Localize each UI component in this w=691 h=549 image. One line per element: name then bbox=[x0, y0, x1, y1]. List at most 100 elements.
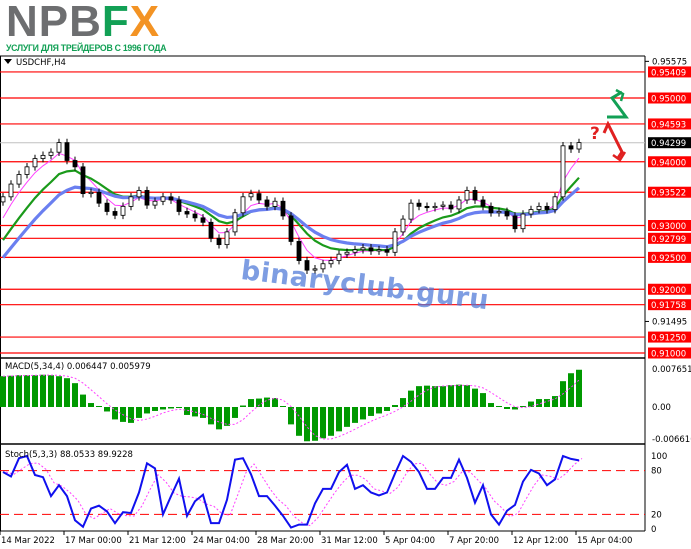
level-label: 0.93522 bbox=[651, 189, 686, 199]
candle-body bbox=[328, 260, 334, 265]
macd-histogram-bar bbox=[424, 385, 430, 407]
candle-body bbox=[136, 190, 142, 198]
macd-histogram-bar bbox=[112, 407, 118, 420]
time-tick-label: 21 Mar 12:00 bbox=[129, 536, 186, 546]
macd-histogram-bar bbox=[280, 406, 286, 408]
macd-histogram-bar bbox=[32, 375, 38, 407]
macd-histogram-bar bbox=[56, 376, 62, 407]
macd-histogram-bar bbox=[288, 407, 294, 425]
macd-histogram-bar bbox=[248, 399, 254, 407]
candle-body bbox=[288, 215, 294, 242]
macd-histogram-bar bbox=[376, 407, 382, 414]
level-label-bg bbox=[648, 251, 691, 263]
candle-body bbox=[32, 158, 38, 168]
candle-body bbox=[544, 205, 550, 210]
macd-histogram-bar bbox=[416, 386, 422, 407]
candle-body bbox=[240, 196, 246, 214]
level-label: 0.91250 bbox=[651, 334, 686, 344]
macd-histogram-bar bbox=[72, 383, 78, 407]
level-label: 0.95000 bbox=[651, 95, 686, 105]
macd-histogram-bar bbox=[408, 390, 414, 407]
stoch-axis-label: 80 bbox=[651, 467, 662, 477]
macd-histogram-bar bbox=[400, 398, 406, 407]
macd-histogram-bar bbox=[24, 375, 30, 407]
candle-body bbox=[280, 200, 286, 217]
candle-body bbox=[168, 196, 174, 201]
level-label-bg bbox=[648, 92, 691, 104]
macd-label: MACD(5,34,4) 0.006447 0.005979 bbox=[5, 362, 151, 372]
macd-histogram-bar bbox=[320, 407, 326, 439]
macd-histogram-bar bbox=[144, 407, 150, 414]
candle-body bbox=[344, 251, 350, 255]
level-label: 0.92799 bbox=[651, 235, 686, 245]
candle-body bbox=[112, 211, 118, 216]
candle-body bbox=[56, 142, 62, 153]
logo-f: F bbox=[101, 0, 130, 46]
candle-body bbox=[536, 205, 542, 210]
candle-body bbox=[384, 249, 390, 253]
level-label-bg bbox=[648, 299, 691, 311]
price-tick-label: 0.95575 bbox=[652, 57, 687, 67]
stoch-label: Stoch(5,3,3) 88.0533 89.9228 bbox=[5, 450, 133, 460]
macd-axis-label: -0.006616 bbox=[652, 435, 691, 445]
stoch-axis-label: 0 bbox=[651, 525, 656, 535]
macd-histogram-bar bbox=[192, 407, 198, 417]
candle-body bbox=[440, 204, 446, 207]
level-label: 0.95409 bbox=[651, 68, 686, 78]
candle-body bbox=[336, 253, 342, 261]
candle-body bbox=[472, 190, 478, 201]
bullish-arrow-icon bbox=[607, 90, 629, 119]
stoch-signal-line bbox=[5, 458, 583, 527]
macd-histogram-bar bbox=[0, 376, 6, 407]
level-label: 0.92500 bbox=[651, 254, 686, 264]
logo-x: X bbox=[129, 0, 161, 46]
macd-histogram-bar bbox=[80, 394, 86, 407]
macd-histogram-bar bbox=[64, 378, 70, 407]
candle-body bbox=[88, 191, 94, 195]
candle-body bbox=[16, 174, 22, 185]
macd-histogram-bar bbox=[504, 407, 510, 409]
level-label-bg bbox=[648, 347, 691, 359]
candle-body bbox=[432, 205, 438, 209]
macd-histogram-bar bbox=[352, 407, 358, 423]
macd-signal-line bbox=[2, 374, 580, 440]
macd-histogram-bar bbox=[496, 406, 502, 408]
macd-histogram-bar bbox=[336, 407, 342, 432]
macd-histogram-bar bbox=[544, 399, 550, 407]
level-label-bg bbox=[648, 331, 691, 343]
candle-body bbox=[400, 218, 406, 233]
macd-histogram-bar bbox=[368, 407, 374, 416]
macd-axis-label: 0.007651 bbox=[652, 365, 691, 375]
level-label-bg bbox=[648, 186, 691, 198]
macd-histogram-bar bbox=[360, 407, 366, 420]
candle-body bbox=[392, 231, 398, 253]
candle-body bbox=[248, 193, 254, 198]
candle-body bbox=[184, 211, 190, 215]
stoch-axis-label: 20 bbox=[651, 510, 662, 520]
candle-body bbox=[72, 160, 78, 168]
level-label-bg bbox=[648, 156, 691, 168]
macd-histogram-bar bbox=[256, 398, 262, 407]
candle-body bbox=[488, 205, 494, 214]
bullish-arrowhead-icon bbox=[615, 88, 625, 102]
time-tick-label: 24 Mar 04:00 bbox=[193, 536, 250, 546]
candle-body bbox=[272, 200, 278, 207]
level-label: 0.91000 bbox=[651, 350, 686, 360]
candle-body bbox=[80, 166, 86, 195]
candle-body bbox=[504, 211, 510, 217]
symbol-selector[interactable]: USDCHF,H4 bbox=[4, 58, 66, 68]
bearish-arrowhead-icon bbox=[612, 151, 627, 162]
stoch-axis-label: 100 bbox=[651, 452, 667, 462]
candle-body bbox=[104, 202, 110, 212]
macd-histogram-bar bbox=[312, 407, 318, 441]
macd-histogram-bar bbox=[16, 375, 22, 407]
macd-histogram-bar bbox=[40, 374, 46, 407]
macd-histogram-bar bbox=[512, 407, 518, 410]
time-tick-label: 5 Apr 04:00 bbox=[385, 536, 435, 546]
level-label: 0.92000 bbox=[651, 286, 686, 296]
candle-body bbox=[360, 247, 366, 251]
time-tick-label: 28 Mar 20:00 bbox=[257, 536, 314, 546]
candle-body bbox=[8, 183, 14, 198]
macd-histogram-bar bbox=[224, 407, 230, 426]
